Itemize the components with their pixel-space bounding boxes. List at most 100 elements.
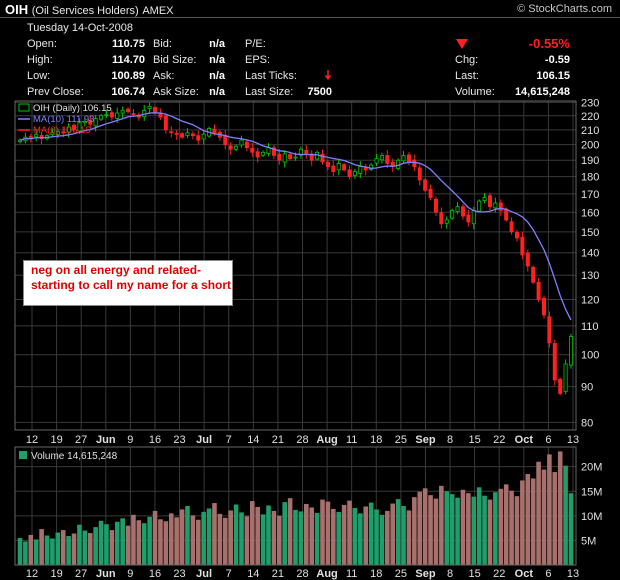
volume-bar — [228, 510, 233, 565]
volume-bar — [471, 496, 477, 565]
price-tick-label: 200 — [581, 140, 599, 152]
candle-body — [450, 209, 455, 219]
volume-bar — [185, 506, 190, 565]
brand[interactable]: © StockCharts.com — [517, 3, 612, 15]
x-tick-label: 16 — [149, 434, 161, 446]
price-panel-frame — [14, 100, 577, 431]
volume-bar — [331, 508, 336, 565]
candle-body — [552, 343, 557, 381]
price-tick-label: 230 — [581, 97, 599, 109]
volume-bar — [93, 527, 98, 565]
candle-body — [293, 156, 298, 159]
ask-size-label: Ask Size: — [153, 86, 199, 98]
volume-bar — [266, 505, 271, 565]
candle-body — [547, 316, 552, 344]
price-candles — [17, 102, 574, 396]
x-tick-label: 12 — [26, 568, 38, 580]
volume-bar — [547, 454, 552, 565]
volume-bar — [422, 488, 428, 565]
candle-body — [336, 163, 341, 171]
volume-bar — [141, 523, 147, 565]
candle-body — [239, 139, 244, 146]
candle-body — [385, 155, 390, 164]
candle-body — [196, 135, 201, 141]
exchange: AMEX — [142, 5, 174, 17]
volume-bar — [114, 521, 120, 565]
x-tick-label: 23 — [173, 434, 185, 446]
candle-body — [261, 151, 266, 156]
x-tick-label: 15 — [469, 434, 481, 446]
volume-bar — [444, 491, 450, 565]
volume-bar — [525, 474, 531, 565]
chg-label: Chg: — [455, 54, 479, 66]
volume-bar — [336, 511, 342, 565]
pe-label: P/E: — [245, 38, 266, 50]
volume-bar — [401, 506, 406, 565]
x-tick-label: 7 — [226, 568, 232, 580]
candle-body — [109, 112, 114, 118]
volume-bar — [233, 504, 239, 565]
x-tick-label: 6 — [545, 434, 551, 446]
volume-bar — [379, 514, 385, 565]
price-tick-label: 120 — [581, 294, 599, 306]
x-tick-label: 6 — [545, 568, 551, 580]
x-tick-label: 8 — [447, 434, 453, 446]
price-tick-label: 220 — [581, 111, 599, 123]
x-tick-label: 18 — [370, 568, 382, 580]
candle-body — [163, 115, 168, 131]
volume-bar — [44, 535, 50, 565]
candle-body — [180, 133, 185, 138]
candle-body — [104, 114, 109, 116]
volume-bar — [385, 510, 390, 565]
volume-bar — [347, 500, 352, 565]
candle-body — [514, 232, 519, 239]
x-tick-label: 11 — [346, 568, 357, 580]
volume-bar — [190, 515, 196, 565]
volume-x-axis: 12 19 27 Jun 9 16 23 Jul 7 14 21 28 Aug 11 18 25 Sep 8 15 2… — [26, 568, 579, 580]
x-tick-label: 19 — [50, 568, 62, 580]
volume-bar — [552, 472, 558, 565]
volume-bar — [23, 541, 28, 565]
candle-body — [325, 162, 330, 168]
volume-bar — [530, 478, 536, 565]
volume-axis: 5M 10M 15M 20M — [581, 462, 602, 548]
candle-body — [509, 221, 514, 233]
down-arrow-icon — [324, 70, 332, 80]
volume-bar — [66, 535, 71, 565]
price-tick-label: 100 — [581, 350, 599, 362]
x-tick-label: 13 — [567, 568, 579, 580]
volume-bar — [39, 529, 44, 565]
volume-bar — [503, 484, 509, 565]
price-tick-label: 130 — [581, 270, 599, 282]
x-tick-label: 16 — [149, 568, 161, 580]
x-tick-label: 9 — [127, 434, 133, 446]
volume-bar — [163, 521, 169, 565]
candle-body — [482, 197, 487, 201]
volume-bar — [60, 530, 66, 565]
volume-bar — [363, 506, 369, 565]
volume-bar — [147, 516, 152, 565]
volume-bar — [417, 491, 423, 565]
volume-bar — [374, 509, 379, 565]
volume-bar — [222, 517, 228, 565]
candle-body — [55, 130, 60, 136]
candle-body — [82, 120, 87, 124]
volume-bar — [568, 493, 574, 565]
open-label: Open: — [27, 38, 57, 50]
x-tick-label: 28 — [296, 434, 308, 446]
volume-bar — [131, 514, 136, 565]
candle-body — [298, 148, 303, 156]
bid-label: Bid: — [153, 38, 172, 50]
candle-body — [439, 212, 444, 225]
candle-body — [525, 252, 530, 267]
volume-bar — [109, 530, 115, 565]
candle-body — [126, 108, 131, 113]
volume-bar — [239, 512, 244, 565]
volume-bar — [449, 494, 455, 565]
candle-body — [471, 209, 476, 225]
volume-bar — [514, 496, 520, 565]
candle-body — [498, 202, 503, 211]
x-tick-label: 15 — [469, 568, 481, 580]
volume-bar — [104, 524, 109, 565]
candle-body — [147, 105, 152, 109]
